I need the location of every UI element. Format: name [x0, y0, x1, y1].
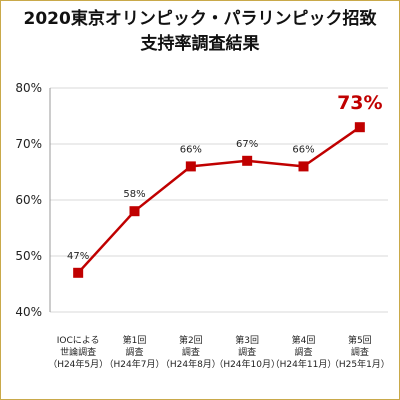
x-category-label: 調査	[294, 346, 312, 358]
data-label-highlight: 73%	[337, 92, 382, 114]
x-category-label: 第4回	[292, 334, 316, 346]
y-tick-label: 50%	[15, 249, 42, 263]
x-category-label: 第5回	[348, 334, 372, 346]
chart-title-line2: 支持率調査結果	[140, 34, 260, 54]
y-tick-label: 80%	[15, 81, 42, 95]
x-category-label: （H24年7月）	[105, 358, 165, 370]
x-category-label: （H24年11月）	[271, 358, 337, 370]
data-label: 47%	[67, 251, 89, 262]
x-category-label: 第2回	[179, 334, 203, 346]
x-category-label: （H25年1月）	[330, 358, 390, 370]
y-tick-label: 70%	[15, 137, 42, 151]
x-category-label: （H24年10月）	[214, 358, 280, 370]
x-category-label: （H24年5月）	[48, 358, 108, 370]
x-category-label: IOCによる	[57, 335, 100, 346]
data-point	[185, 161, 196, 172]
data-label: 66%	[292, 144, 314, 155]
data-label: 66%	[180, 144, 202, 155]
data-point	[242, 155, 253, 166]
y-tick-label: 60%	[15, 193, 42, 207]
x-category-label: 調査	[182, 346, 200, 358]
data-point	[129, 206, 140, 217]
data-label: 58%	[123, 189, 145, 200]
x-category-label: 調査	[238, 346, 256, 358]
x-category-label: （H24年8月）	[161, 358, 221, 370]
y-tick-label: 40%	[15, 305, 42, 319]
chart-title-line1: 2020東京オリンピック・パラリンピック招致	[23, 9, 377, 29]
x-category-label: 世論調査	[60, 346, 96, 358]
data-point	[73, 267, 84, 278]
x-category-label: 調査	[125, 346, 143, 358]
x-category-label: 調査	[351, 346, 369, 358]
data-label: 67%	[236, 139, 258, 150]
x-category-label: 第3回	[235, 334, 259, 346]
series-line	[77, 126, 361, 274]
data-point	[354, 122, 365, 133]
data-point	[298, 161, 309, 172]
x-category-label: 第1回	[123, 334, 147, 346]
